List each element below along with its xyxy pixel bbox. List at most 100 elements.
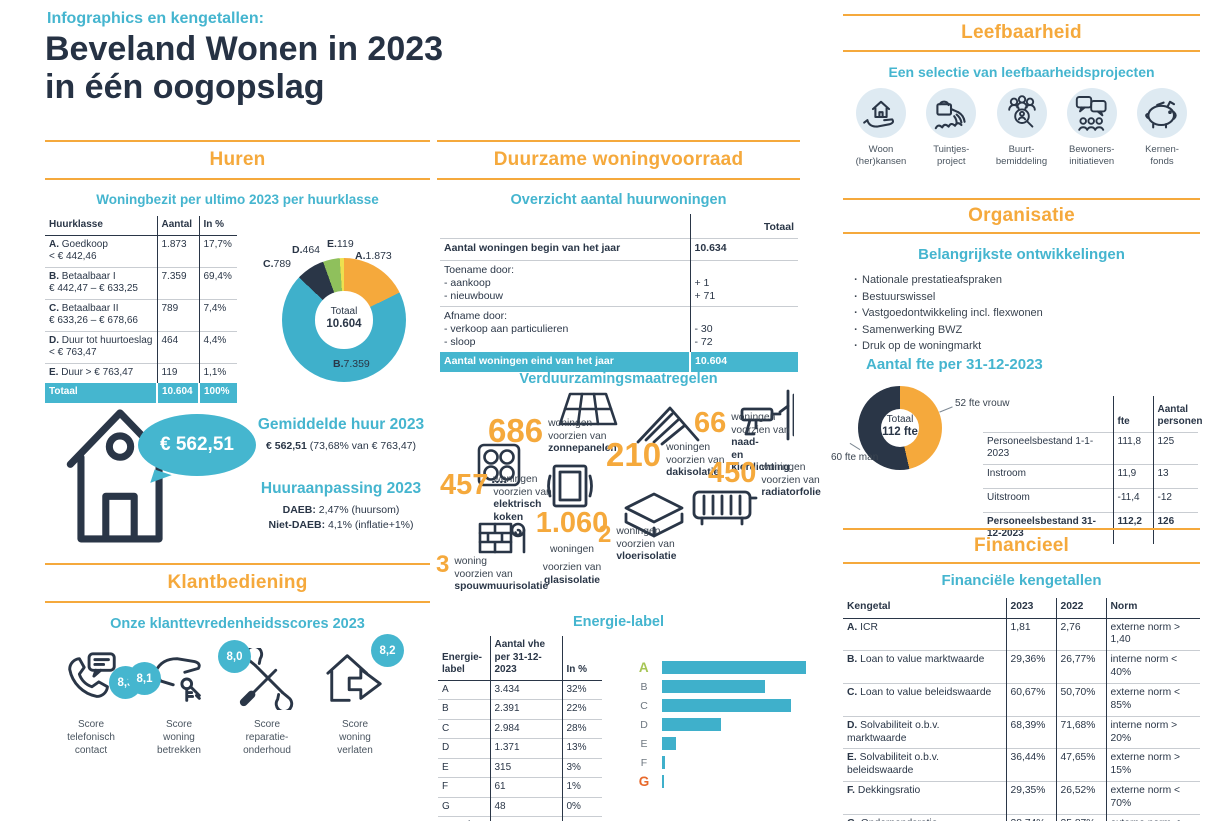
cell-2023: 29,35%	[1006, 781, 1057, 815]
score-item-telefonisch: 8,3 Score telefonisch contact	[52, 648, 142, 757]
project-label: Woon (her)kansen	[855, 144, 907, 167]
table-row: D 1.371 13%	[438, 738, 602, 758]
cell-aantal: 464	[157, 330, 200, 363]
list-item: · Druk op de woningmarkt	[854, 340, 982, 352]
header-kengetal: Kengetal	[843, 598, 1007, 619]
donut-center-label: Totaal 10.604	[326, 306, 362, 330]
measure-text: woningen voorzien van zonnepanelen	[548, 418, 617, 455]
list-item: · Samenwerking BWZ	[854, 323, 963, 336]
total-label: Totaal	[438, 816, 491, 821]
header-personen: Aantal personen	[1157, 403, 1203, 428]
score-badge: 8,2	[371, 634, 404, 667]
total-label: Totaal	[45, 383, 158, 403]
bar-label: C	[640, 699, 648, 712]
cell-label: D	[438, 738, 491, 758]
row-label: Aantal woningen begin van het jaar	[440, 237, 691, 260]
cell-aantal: 2.984	[490, 718, 563, 739]
bar	[662, 775, 665, 788]
caulk-gun-icon	[740, 389, 794, 441]
subheading-fte: Aantal fte per 31-12-2023	[866, 356, 1043, 373]
table-total-row: Totaal 10.604 100%	[438, 816, 602, 821]
cell-label: B	[438, 699, 491, 719]
project-circle	[1066, 88, 1117, 138]
leefbaarheid-projects-row: Woon (her)kansen Tuintjes- project	[848, 88, 1195, 168]
measure-zonnepanelen: 686 woningen voorzien van zonnepanelen	[488, 414, 643, 456]
bar-label: G	[638, 774, 650, 789]
table-header-row: Kengetal 2023 2022 Norm	[843, 598, 1200, 619]
cell-personen: -12	[1153, 487, 1198, 512]
list-item: · Bestuurswissel	[854, 290, 936, 303]
cell-2022: 71,68%	[1056, 715, 1107, 749]
header-pct: In %	[199, 216, 237, 236]
cell-pct: 17,7%	[203, 238, 232, 250]
header-2023: 2023	[1006, 598, 1057, 619]
table-row: A 3.434 32%	[438, 680, 602, 700]
measure-glasisolatie: 1.060 woningen voorzien van glasisolatie	[522, 507, 622, 588]
cell-aantal: 61	[490, 777, 563, 797]
cell-fte: 111,8	[1113, 431, 1154, 464]
chat-people-icon	[1075, 96, 1107, 131]
cell-2023: 68,39%	[1006, 715, 1057, 749]
cell-label: G	[438, 796, 491, 817]
fte-table: fte Aantal personen Personeelsbestand 1-…	[983, 396, 1203, 544]
score-label: Score woning betrekken	[157, 719, 201, 756]
section-heading-leefbaarheid: Leefbaarheid	[843, 14, 1200, 52]
table-row: Personeelsbestand 1-1-2023 111,8 125	[983, 431, 1198, 464]
header-energielabel: Energie- label	[438, 636, 491, 681]
project-circle	[996, 88, 1047, 138]
section-heading-huren: Huren	[45, 140, 430, 180]
bar	[662, 737, 676, 750]
bar	[662, 699, 791, 712]
cell-label: E	[438, 757, 491, 778]
section-heading-financieel: Financieel	[843, 528, 1200, 564]
subheading-energielabel: Energie-label	[572, 614, 665, 630]
header-norm: Norm	[1106, 598, 1200, 619]
measure-text: woningen voorzien van radiatorfolie	[761, 462, 821, 499]
row-value: - 30 - 72	[690, 305, 798, 353]
cell-personen: 125	[1153, 431, 1198, 464]
table-row: E. Duur > € 763,47 119 1,1%	[45, 362, 237, 383]
cell-label: C	[438, 718, 491, 739]
cell-norm: externe norm < 70%	[1106, 813, 1200, 821]
project-label: Bewoners- initiatieven	[1069, 144, 1115, 167]
subheading-klanttevredenheid: Onze klanttevredenheidsscores 2023	[110, 616, 365, 632]
table-row: F 61 1%	[438, 777, 602, 797]
bar-label: D	[640, 718, 648, 731]
total-value: 10.604	[690, 352, 798, 373]
row-value: + 1 + 71	[690, 259, 798, 307]
project-kernenfonds: Kernen- fonds	[1129, 88, 1195, 168]
average-rent-block: Gemiddelde huur 2023 € 562,51 (73,68% va…	[252, 416, 430, 531]
energielabel-table: Energie- label Aantal vhe per 31-12-2023…	[438, 636, 602, 821]
cell-2022: 26,77%	[1056, 650, 1107, 684]
measure-value: 1.060	[535, 507, 609, 539]
header-aantal-vhe: Aantal vhe per 31-12-2023	[490, 636, 563, 681]
section-heading-organisatie: Organisatie	[843, 198, 1200, 234]
score-badge: 8,1	[128, 662, 161, 695]
measure-text: woningen voorzien van dakisolatie	[666, 442, 725, 479]
table-row: Toename door: - aankoop - nieuwbouw + 1 …	[440, 259, 798, 307]
project-bewonersinitiatieven: Bewoners- initiatieven	[1059, 88, 1125, 168]
measure-value: 3	[436, 551, 450, 578]
rent-adjustment-title: Huuraanpassing 2023	[260, 480, 422, 497]
cell-norm: externe norm > 15%	[1106, 748, 1200, 782]
table-row: C. Betaalbaar II € 633,26 – € 678,66 789 …	[45, 298, 237, 331]
project-label: Kernen- fonds	[1145, 144, 1179, 167]
cell-aantal: 1.371	[490, 738, 563, 758]
bar-label: F	[640, 756, 648, 769]
cell-norm: interne norm < 40%	[1106, 650, 1200, 684]
radiator-icon	[692, 490, 758, 526]
table-header-row: fte Aantal personen	[983, 396, 1203, 432]
callout-line	[939, 406, 953, 413]
header-huurklasse: Huurklasse	[45, 216, 158, 236]
table-row: B. Betaalbaar I € 442,47 – € 633,25 7.359…	[45, 266, 237, 299]
donut-fte	[858, 386, 942, 470]
cavity-wall-icon	[478, 522, 526, 554]
cell-norm: externe norm > 1,40	[1110, 621, 1181, 646]
cell-aantal: 48	[490, 796, 563, 817]
score-label: Score reparatie- onderhoud	[243, 719, 291, 756]
project-label: Tuintjes- project	[933, 144, 970, 167]
table-total-row: Totaal 10.604 100%	[45, 383, 237, 403]
donut-huurklasse	[282, 258, 406, 382]
total-label: Aantal woningen eind van het jaar	[440, 352, 691, 373]
